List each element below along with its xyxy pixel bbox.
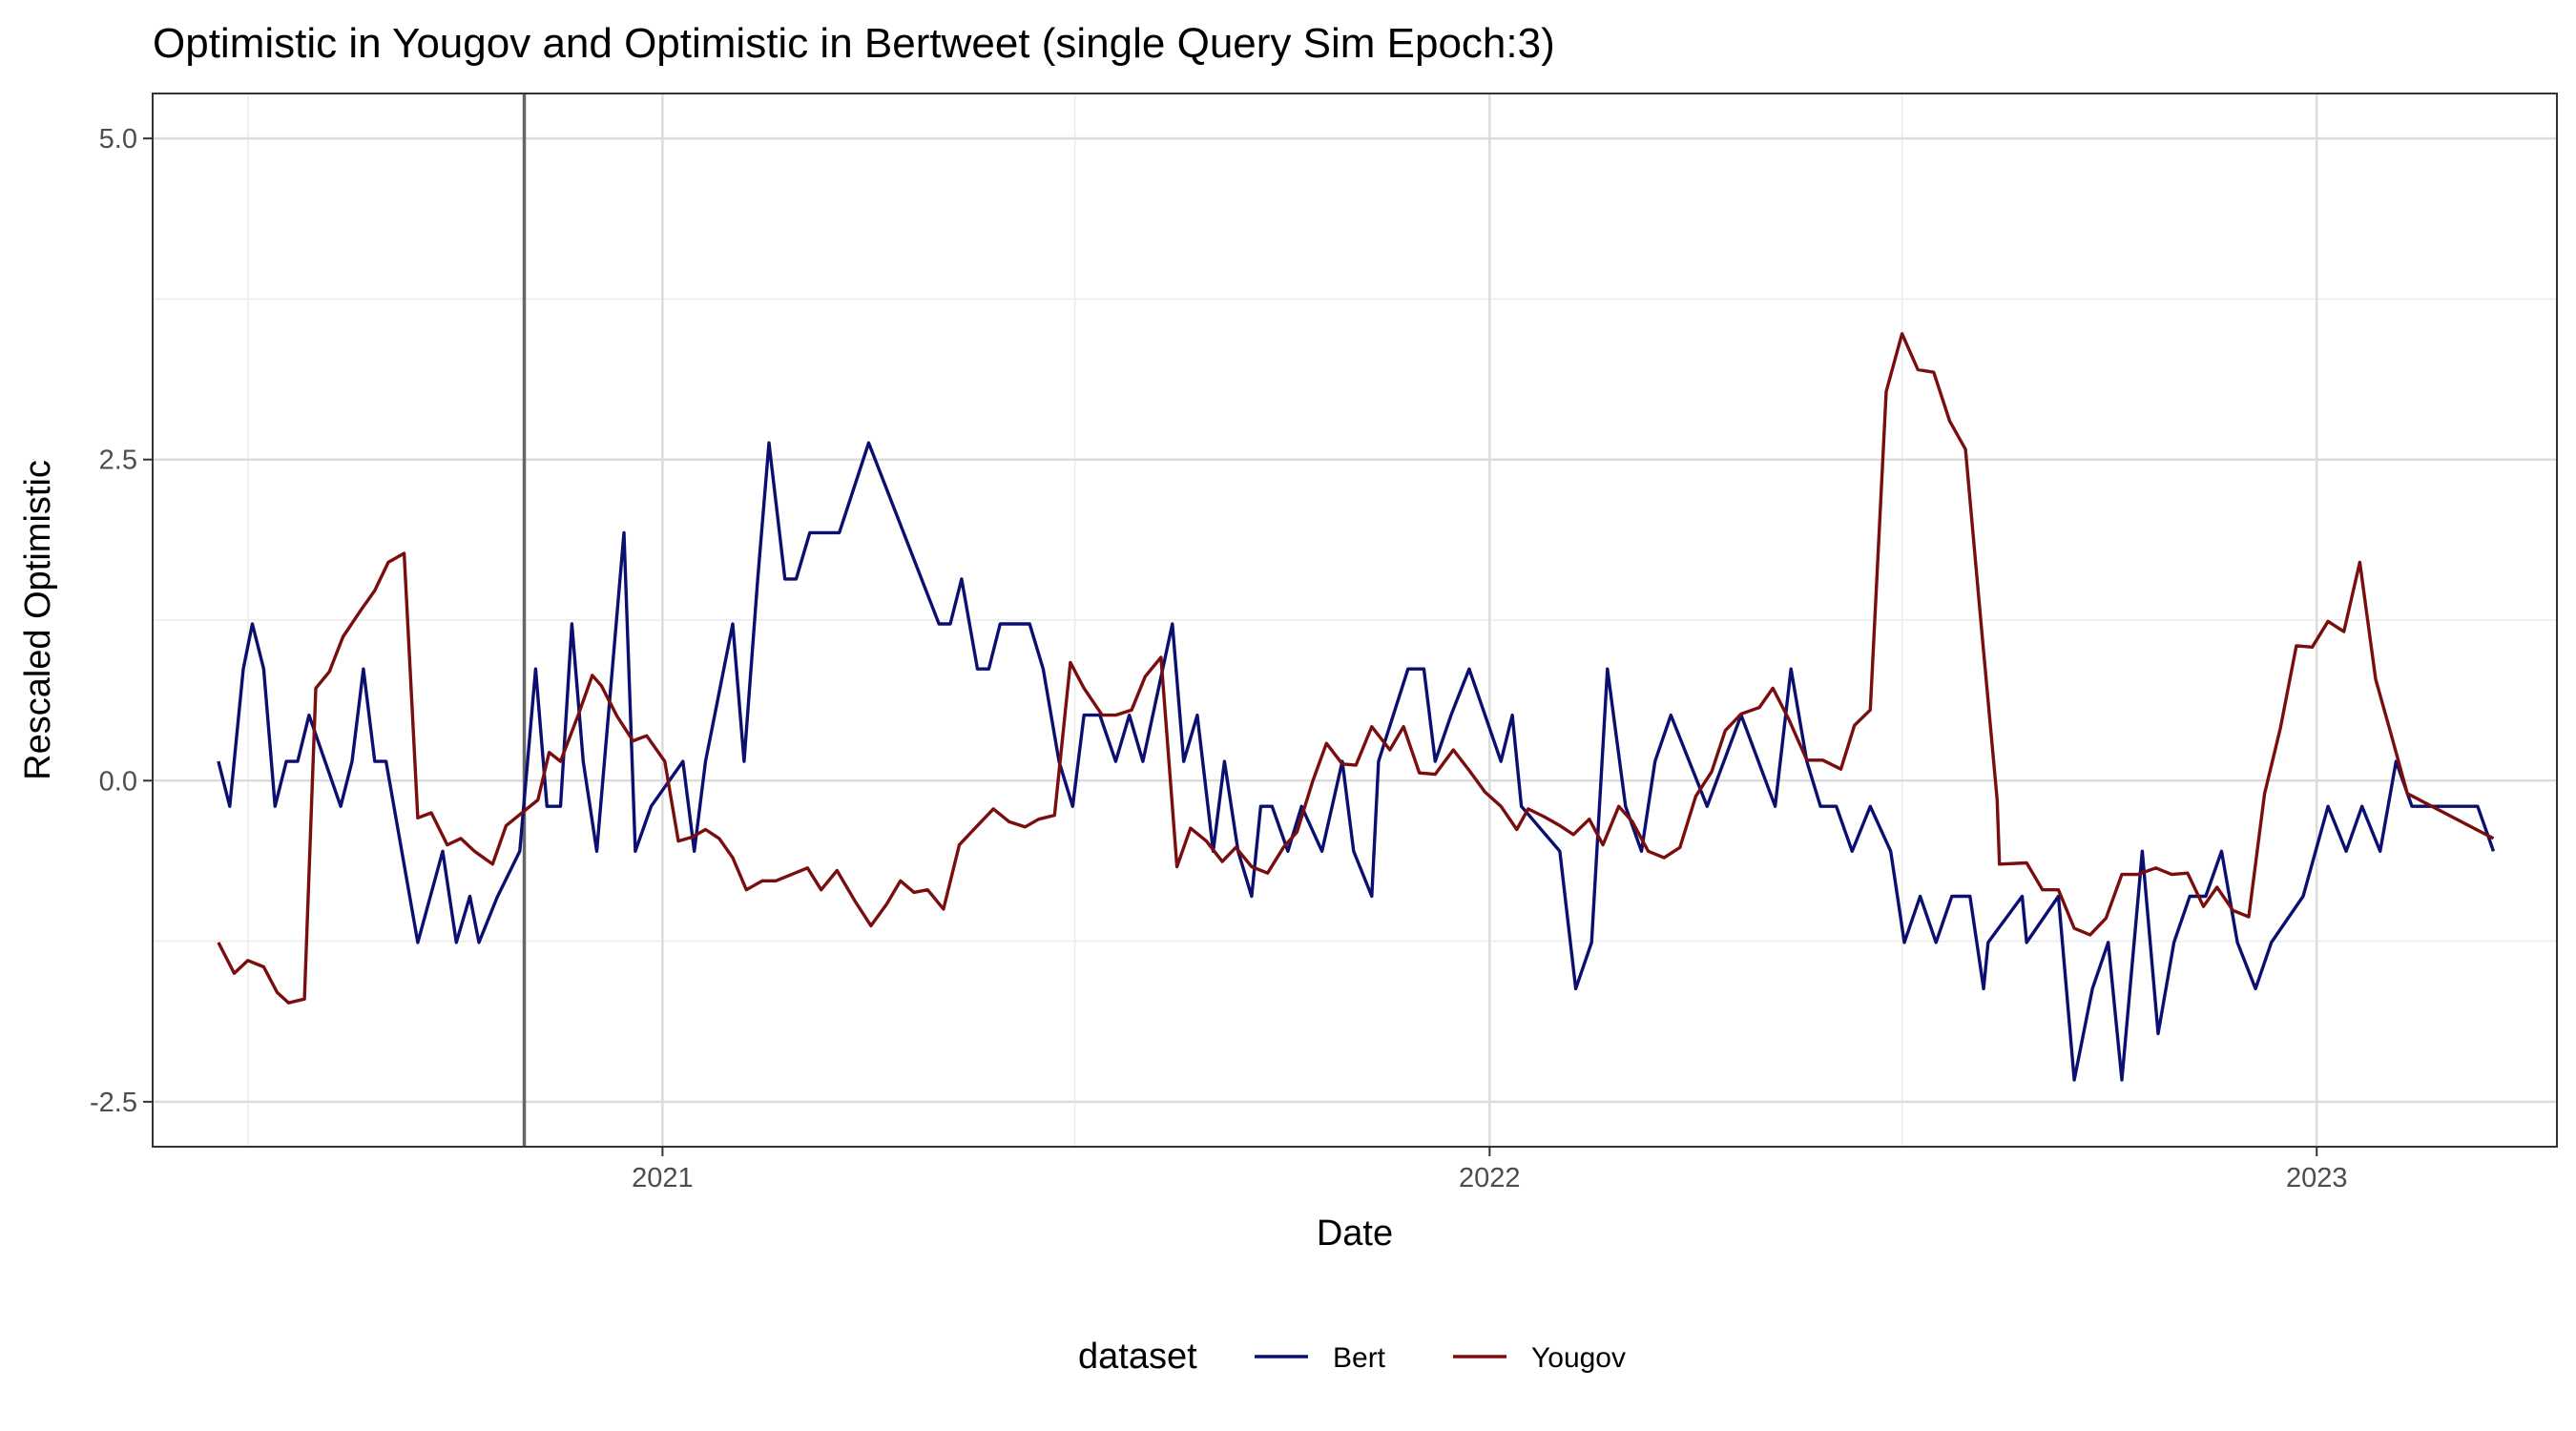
chart-title: Optimistic in Yougov and Optimistic in B… bbox=[153, 20, 1555, 67]
legend-label-yougov: Yougov bbox=[1531, 1342, 1626, 1374]
x-tick-label: 2023 bbox=[2286, 1163, 2348, 1193]
legend: dataset Bert Yougov bbox=[1078, 1337, 1626, 1377]
plot-panel bbox=[152, 93, 2558, 1148]
x-axis-ticks: 2021 2022 2023 bbox=[632, 1147, 2347, 1193]
y-axis-title: Rescaled Optimistic bbox=[18, 460, 58, 780]
y-tick-label: 5.0 bbox=[99, 124, 137, 155]
series-layer bbox=[217, 332, 2496, 1082]
major-gridlines bbox=[153, 93, 2557, 1147]
y-tick-label: 2.5 bbox=[99, 446, 137, 476]
legend-title: dataset bbox=[1078, 1337, 1197, 1377]
x-tick-label: 2022 bbox=[1459, 1163, 1521, 1193]
series-line-bert bbox=[217, 441, 2496, 1082]
minor-gridlines bbox=[153, 93, 2557, 1147]
y-axis-ticks: 5.0 2.5 0.0 -2.5 bbox=[90, 124, 153, 1118]
panel-border bbox=[152, 93, 2558, 1148]
legend-label-bert: Bert bbox=[1333, 1342, 1386, 1374]
x-axis-title: Date bbox=[1317, 1213, 1393, 1254]
y-tick-label: 0.0 bbox=[99, 766, 137, 797]
x-tick-label: 2021 bbox=[632, 1163, 694, 1193]
y-tick-label: -2.5 bbox=[90, 1088, 137, 1118]
series-line-yougov bbox=[217, 332, 2495, 1005]
legend-items: Bert Yougov bbox=[1255, 1342, 1626, 1374]
